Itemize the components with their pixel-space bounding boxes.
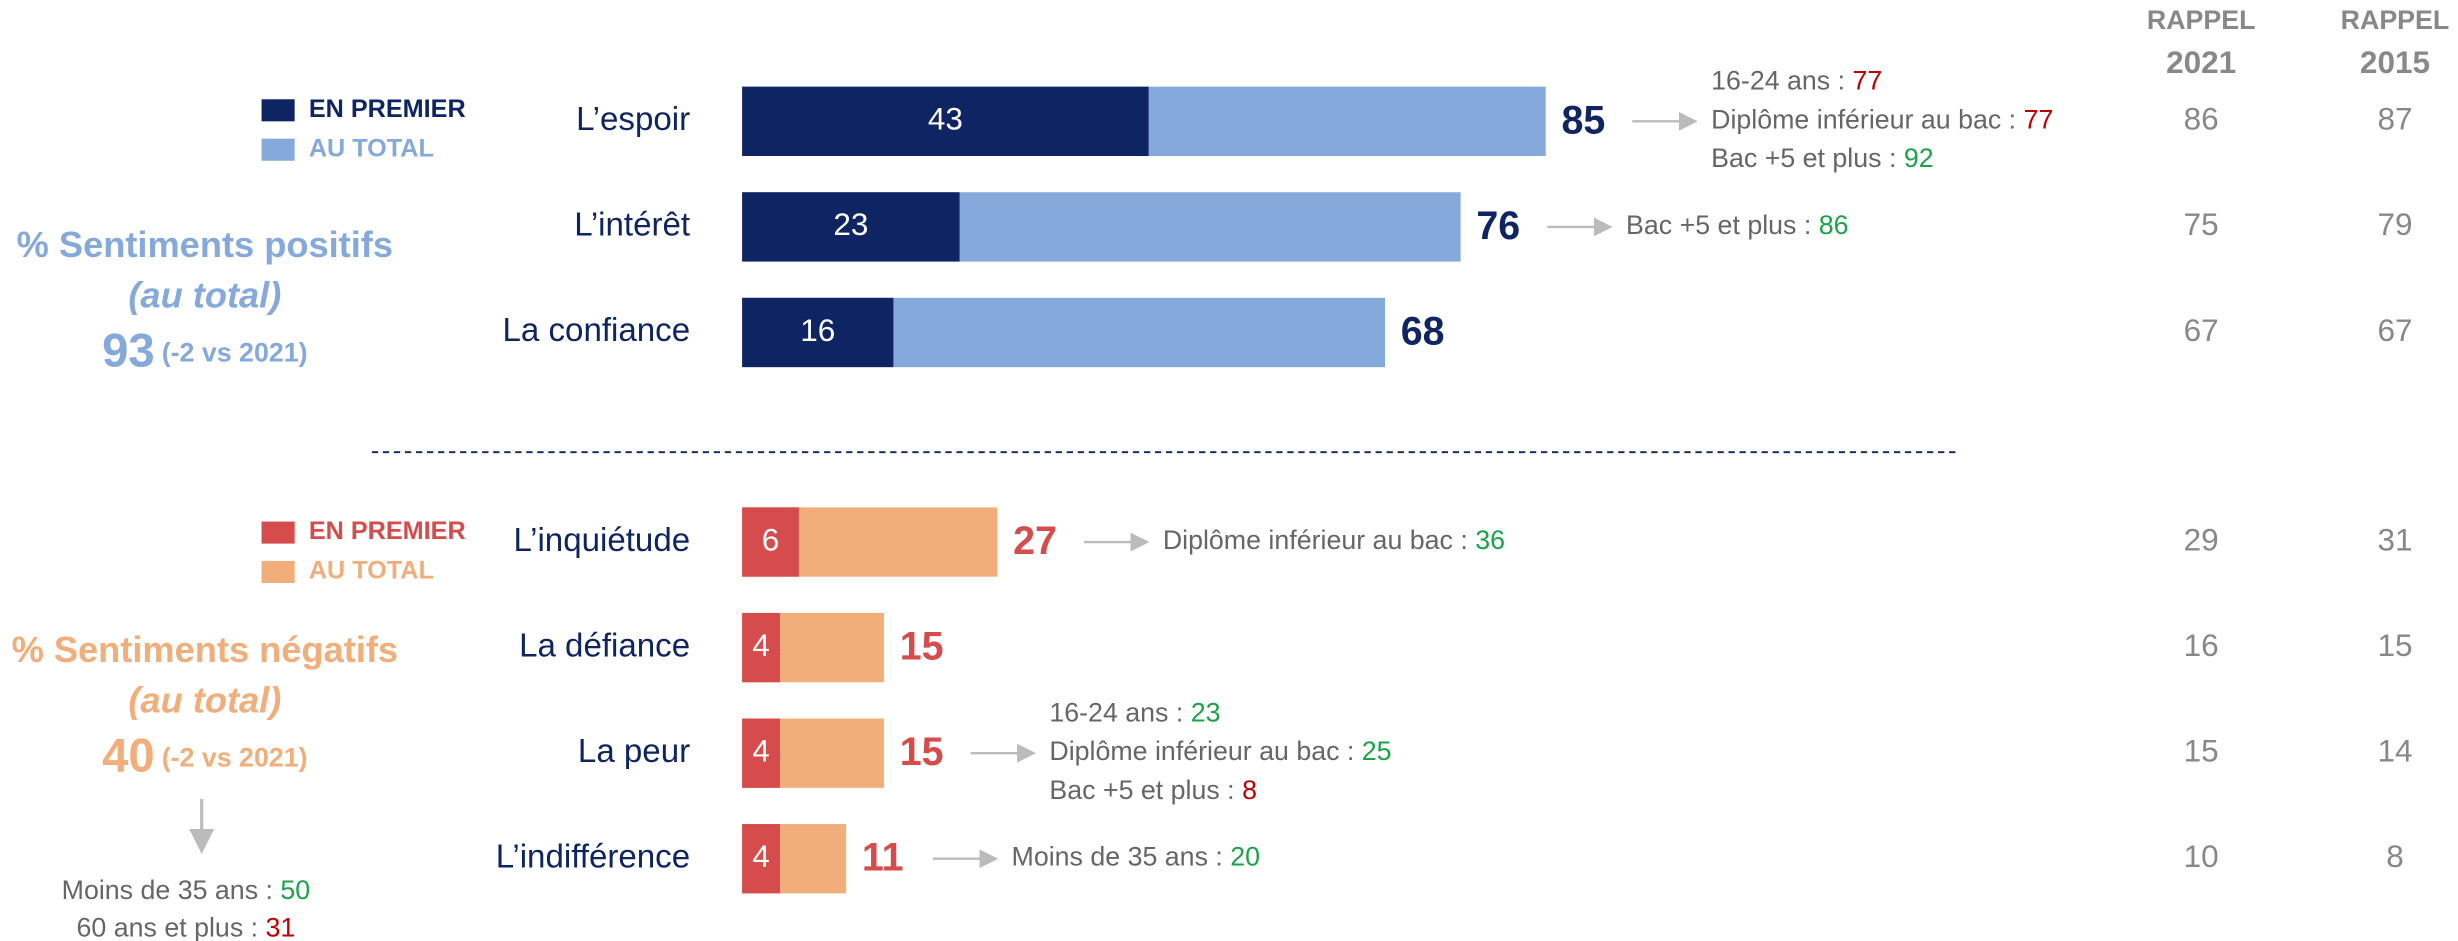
- note: Bac +5 et plus : 86: [1626, 210, 1848, 240]
- legend-swatch: [261, 560, 295, 584]
- note-value: 25: [1362, 736, 1392, 766]
- note: 60 ans et plus : 31: [77, 913, 296, 941]
- bar-first: [742, 612, 780, 683]
- note-label: Diplôme inférieur au bac :: [1163, 525, 1468, 555]
- note-value: 50: [280, 875, 310, 905]
- bar-first: [742, 507, 799, 577]
- category-label: La défiance: [519, 627, 690, 664]
- legend-swatch: [261, 99, 295, 122]
- legend-label: AU TOTAL: [309, 557, 434, 585]
- note-label: Diplôme inférieur au bac :: [1711, 104, 2016, 134]
- summary-subtitle: (au total): [128, 274, 281, 315]
- note: Bac +5 et plus : 8: [1049, 775, 1257, 805]
- note-label: 60 ans et plus :: [77, 913, 259, 941]
- note-value: 86: [1819, 210, 1849, 240]
- recall-value: 31: [2377, 521, 2412, 557]
- note-label: 16-24 ans :: [1049, 698, 1183, 728]
- summary-change: (-2 vs 2021): [162, 338, 308, 368]
- note-value: 77: [1853, 66, 1883, 96]
- category-label: La confiance: [503, 312, 691, 349]
- note-label: Bac +5 et plus :: [1626, 210, 1811, 240]
- summary-number: 40: [102, 730, 155, 783]
- category-label: L’intérêt: [574, 207, 690, 244]
- summary-title: % Sentiments négatifs: [12, 629, 398, 670]
- bar-first: [742, 824, 780, 894]
- column-year: 2015: [2360, 44, 2430, 80]
- category-label: L’espoir: [576, 101, 690, 138]
- summary-number: 93: [102, 325, 155, 378]
- recall-value: 8: [2386, 838, 2404, 874]
- total-label: 85: [1561, 98, 1605, 142]
- legend-label: AU TOTAL: [309, 134, 434, 162]
- note-label: Diplôme inférieur au bac :: [1049, 736, 1354, 766]
- bar-first: [742, 86, 1149, 157]
- recall-value: 15: [2184, 732, 2219, 768]
- note-label: 16-24 ans :: [1711, 66, 1845, 96]
- column-header: RAPPEL: [2147, 5, 2256, 35]
- note: 16-24 ans : 23: [1049, 698, 1220, 728]
- first-label: 23: [833, 206, 868, 242]
- total-label: 76: [1476, 204, 1520, 248]
- first-label: 4: [752, 732, 770, 768]
- summary-title: % Sentiments positifs: [17, 224, 393, 265]
- total-label: 15: [900, 730, 944, 774]
- legend-swatch: [261, 521, 295, 544]
- note: Diplôme inférieur au bac : 25: [1049, 736, 1391, 766]
- category-label: La peur: [578, 733, 690, 770]
- column-header: RAPPEL: [2341, 5, 2450, 35]
- total-label: 27: [1013, 519, 1057, 563]
- note-label: Moins de 35 ans :: [1012, 842, 1223, 872]
- category-label: L’indifférence: [496, 838, 690, 875]
- legend-label: EN PREMIER: [309, 95, 466, 123]
- note-value: 23: [1191, 698, 1221, 728]
- recall-value: 75: [2184, 206, 2219, 242]
- summary-subtitle: (au total): [128, 679, 281, 720]
- total-label: 15: [900, 625, 944, 669]
- note-value: 8: [1242, 775, 1257, 805]
- recall-value: 67: [2377, 312, 2412, 348]
- bar-first: [742, 718, 780, 788]
- total-label: 11: [862, 836, 904, 880]
- total-label: 68: [1401, 309, 1445, 353]
- note-label: Moins de 35 ans :: [62, 875, 273, 905]
- recall-value: 79: [2377, 206, 2412, 242]
- note-value: 20: [1230, 842, 1260, 872]
- summary-change: (-2 vs 2021): [162, 743, 308, 773]
- note: Diplôme inférieur au bac : 77: [1711, 104, 2053, 134]
- note-value: 77: [2024, 104, 2054, 134]
- legend-label: EN PREMIER: [309, 517, 466, 545]
- summary-value: 40 (-2 vs 2021): [102, 730, 307, 783]
- first-label: 4: [752, 838, 770, 874]
- note: Moins de 35 ans : 20: [1012, 842, 1261, 872]
- recall-value: 10: [2184, 838, 2219, 874]
- note-value: 31: [266, 913, 296, 941]
- note-value: 92: [1904, 143, 1934, 173]
- legend-swatch: [261, 138, 295, 161]
- recall-value: 16: [2184, 627, 2219, 663]
- first-label: 43: [928, 101, 963, 137]
- note: 16-24 ans : 77: [1711, 66, 1882, 96]
- first-label: 6: [762, 521, 780, 557]
- category-label: L’inquiétude: [514, 522, 691, 559]
- note: Moins de 35 ans : 50: [62, 875, 311, 905]
- note-value: 36: [1475, 525, 1505, 555]
- column-year: 2021: [2166, 44, 2236, 80]
- note-label: Bac +5 et plus :: [1711, 143, 1896, 173]
- recall-value: 14: [2377, 732, 2412, 768]
- recall-value: 86: [2184, 101, 2219, 137]
- note: Diplôme inférieur au bac : 36: [1163, 525, 1505, 555]
- recall-value: 87: [2377, 101, 2412, 137]
- first-label: 16: [800, 312, 835, 348]
- note-label: Bac +5 et plus :: [1049, 775, 1234, 805]
- note: Bac +5 et plus : 92: [1711, 143, 1933, 173]
- recall-value: 67: [2184, 312, 2219, 348]
- bar-first: [742, 192, 960, 262]
- first-label: 4: [752, 627, 770, 663]
- summary-value: 93 (-2 vs 2021): [102, 325, 307, 378]
- recall-value: 29: [2184, 521, 2219, 557]
- bar-first: [742, 297, 894, 368]
- recall-value: 15: [2377, 627, 2412, 663]
